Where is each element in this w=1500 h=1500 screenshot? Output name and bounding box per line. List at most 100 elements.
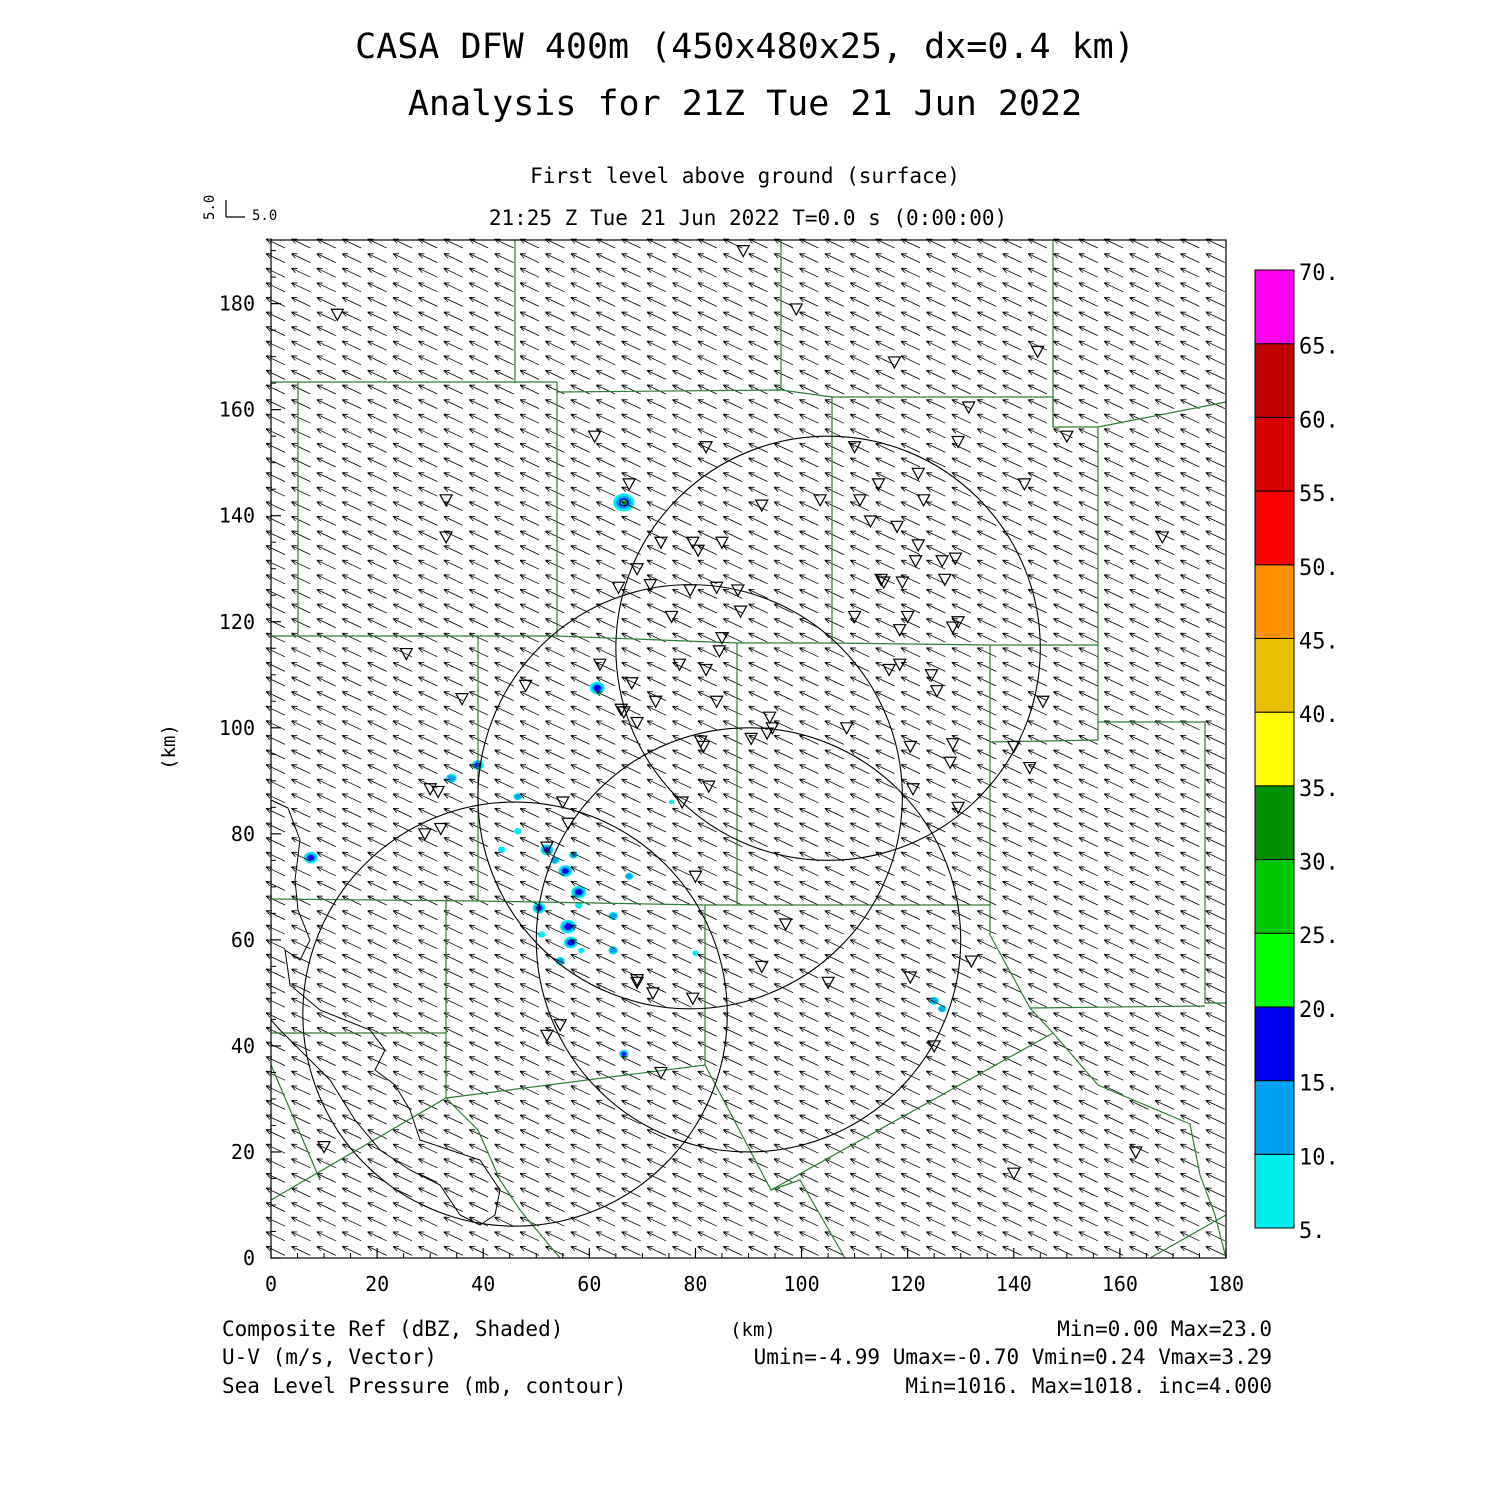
station-marker [622, 478, 637, 492]
station-marker [911, 467, 926, 481]
y-axis-label: (km) [158, 724, 180, 770]
station-marker [733, 605, 748, 619]
station-marker [683, 584, 698, 598]
station-marker [754, 960, 769, 974]
vector-scale-key: 5.0 5.0 [202, 195, 277, 224]
colorbar-label: 50. [1299, 556, 1339, 581]
station-marker [611, 581, 626, 595]
echo-cell [560, 919, 577, 934]
station-marker [675, 796, 690, 810]
station-marker [696, 740, 711, 754]
x-axis-label: (km) [730, 1319, 776, 1341]
station-marker [903, 740, 918, 754]
echo-cell [578, 947, 585, 954]
station-marker [439, 494, 454, 508]
station-marker [539, 841, 554, 855]
y-tick-label: 140 [219, 504, 255, 528]
echo-cell [575, 902, 583, 909]
echo-cell [619, 1049, 629, 1058]
station-marker [454, 693, 470, 706]
x-tick-label: 80 [683, 1272, 707, 1296]
colorbar-label: 65. [1299, 335, 1339, 360]
station-marker [929, 685, 944, 698]
station-marker [1006, 1167, 1021, 1181]
echo-cell [498, 846, 506, 853]
station-marker [518, 679, 533, 693]
station-marker [948, 552, 963, 566]
x-tick-label: 180 [1208, 1272, 1244, 1296]
colorbar-swatch [1254, 564, 1295, 639]
colorbar-swatch [1254, 269, 1295, 345]
y-tick-label: 60 [231, 928, 255, 952]
colorbar-label: 35. [1299, 777, 1339, 802]
colorbar-swatch [1254, 416, 1295, 492]
station-marker [789, 303, 804, 317]
station-marker [648, 695, 663, 709]
station-marker [911, 539, 926, 553]
echo-cell [937, 1005, 947, 1013]
station-marker [924, 669, 939, 683]
station-marker [592, 658, 607, 672]
x-tick-label: 140 [996, 1272, 1032, 1296]
radar-ring [615, 435, 1041, 861]
echo-cell [692, 950, 699, 956]
colorbar-swatch [1254, 1006, 1295, 1082]
footer-right-2: Umin=-4.99 Umax=-0.70 Vmin=0.24 Vmax=3.2… [754, 1345, 1272, 1369]
colorbar-label: 70. [1299, 261, 1339, 286]
station-marker [847, 441, 862, 455]
station-marker [431, 785, 446, 799]
colorbar-label: 10. [1299, 1145, 1339, 1170]
station-marker [701, 780, 716, 794]
echo-cell [513, 828, 522, 835]
x-tick-label: 60 [577, 1272, 601, 1296]
station-marker [744, 732, 759, 746]
station-marker [685, 992, 700, 1006]
colorbar-swatch [1254, 637, 1295, 713]
footer-left-1: Composite Ref (dBZ, Shaded) [222, 1317, 563, 1341]
y-tick-label: 100 [219, 716, 255, 740]
station-marker [951, 801, 966, 815]
station-marker [916, 494, 931, 508]
colorbar-label: 30. [1299, 851, 1339, 876]
station-marker [699, 663, 714, 677]
colorbar-swatch [1254, 859, 1295, 934]
station-marker [709, 695, 724, 709]
colorbar: 5. 10. 15. 20. 25. 30. 35. 40. 45. 50. 55. 60. 65. 70… [1254, 261, 1339, 1244]
station-marker [778, 918, 793, 932]
station-marker [847, 610, 862, 624]
station-marker [839, 722, 854, 736]
x-tick-label: 120 [890, 1272, 926, 1296]
station-marker [1035, 695, 1050, 709]
station-marker [874, 573, 889, 587]
station-marker [760, 727, 775, 741]
echo-cell [303, 851, 318, 864]
chart-title: CASA DFW 400m (450x480x25, dx=0.4 km) [355, 27, 1135, 67]
station-marker [709, 581, 724, 595]
station-marker [900, 610, 915, 624]
station-marker [691, 544, 706, 558]
echo-cell [558, 865, 573, 877]
station-marker [561, 817, 576, 831]
y-tick-label: 160 [219, 398, 255, 422]
station-marker [895, 576, 910, 590]
radar-ring [535, 727, 962, 1153]
station-marker [905, 783, 920, 797]
station-marker [330, 308, 345, 322]
station-marker [653, 536, 668, 550]
colorbar-label: 20. [1299, 998, 1339, 1023]
station-marker [935, 555, 950, 569]
colorbar-swatch [1254, 1153, 1295, 1229]
station-marker [399, 647, 414, 661]
colorbar-swatch [1254, 932, 1295, 1008]
colorbar-swatch [1254, 490, 1295, 566]
colorbar-label: 25. [1299, 924, 1339, 949]
colorbar-label: 5. [1299, 1219, 1326, 1244]
footer-left-2: U-V (m/s, Vector) [222, 1345, 437, 1369]
station-marker [539, 1029, 554, 1043]
station-marker [852, 494, 867, 508]
station-marker [730, 584, 745, 598]
station-marker [664, 610, 679, 624]
station-marker [1017, 478, 1032, 492]
station-marker [645, 987, 661, 1001]
